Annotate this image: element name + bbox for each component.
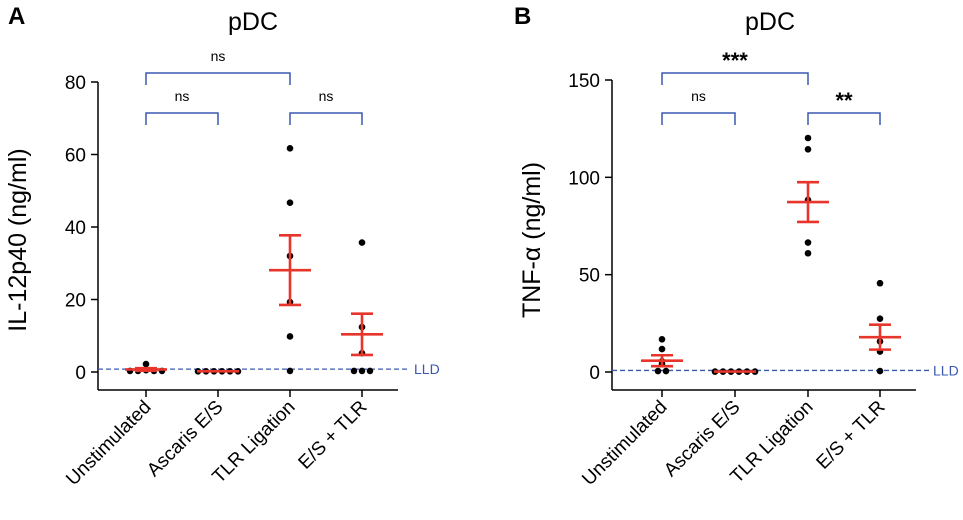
panel-a-significance-label: ns xyxy=(211,48,226,64)
panel-b-ylabel: TNF-α (ng/ml) xyxy=(518,162,546,318)
panel-a-data-point xyxy=(286,333,294,340)
panel-a-letter: A xyxy=(8,3,25,30)
panel-b-data-point xyxy=(804,146,812,153)
panel-b-data-point xyxy=(804,239,812,246)
panel-b-y-tick-label: 100 xyxy=(568,168,600,189)
panel-b-significance-label: ** xyxy=(835,88,853,113)
panel-a-significance-bracket xyxy=(289,112,363,125)
panel-a-category-label: E/S + TLR xyxy=(295,397,372,474)
panel-a-data-point xyxy=(358,239,366,246)
panel-b-title: pDC xyxy=(745,8,795,36)
panel-b-data-point xyxy=(876,367,884,375)
panel-a-y-tick-label: 20 xyxy=(65,291,86,312)
panel-b-y-tick-label: 150 xyxy=(568,71,600,92)
panel-b-data-point xyxy=(876,279,884,287)
panel-a-data-point xyxy=(286,367,294,375)
panel-b-letter: B xyxy=(514,3,531,30)
panel-b-data-point xyxy=(658,345,666,353)
panel-b-data-point xyxy=(662,367,670,375)
panel-b-lld-label: LLD xyxy=(933,362,959,378)
panel-a-data-point xyxy=(142,360,150,368)
panel-a-y-tick-label: 0 xyxy=(75,363,86,384)
panel-a-ylabel: IL-12p40 (ng/ml) xyxy=(4,148,32,331)
panel-a-significance-bracket xyxy=(145,72,291,85)
panel-a-title: pDC xyxy=(228,8,278,36)
panel-b-category-label: Unstimulated xyxy=(578,397,671,490)
panel-a-data-point xyxy=(366,367,374,375)
panel-b-significance-bracket xyxy=(661,112,736,125)
panel-a-category-label: Unstimulated xyxy=(62,397,155,490)
panel-a-y-tick-label: 60 xyxy=(65,146,86,167)
panel-b-data-point xyxy=(804,249,812,257)
panel-a-y-tick-label: 40 xyxy=(65,218,86,239)
panel-b-significance-label: *** xyxy=(722,48,748,73)
panel-b-data-point xyxy=(654,367,662,375)
panel-a-data-point xyxy=(286,145,294,152)
panel-a-data-point xyxy=(350,367,358,375)
panel-b-category-label: E/S + TLR xyxy=(813,397,890,474)
panel-b-y-tick-label: 0 xyxy=(589,363,600,384)
panel-b-data-point xyxy=(876,315,884,322)
panel-a-significance-label: ns xyxy=(319,88,334,104)
panel-a-significance-bracket xyxy=(145,112,219,125)
panel-b-significance-bracket xyxy=(807,112,881,125)
panel-b-significance-label: ns xyxy=(691,88,706,104)
panel-a-data-point xyxy=(358,367,366,375)
panel-b-y-tick-label: 50 xyxy=(579,266,600,287)
panel-a-lld-label: LLD xyxy=(414,361,440,377)
panel-a-y-tick-label: 80 xyxy=(65,73,86,94)
panel-b-data-point xyxy=(804,134,812,142)
panel-a-significance-label: ns xyxy=(175,88,190,104)
panel-a-data-point xyxy=(286,199,294,207)
panel-b-data-point xyxy=(658,335,666,343)
panel-b-significance-bracket xyxy=(661,72,809,85)
